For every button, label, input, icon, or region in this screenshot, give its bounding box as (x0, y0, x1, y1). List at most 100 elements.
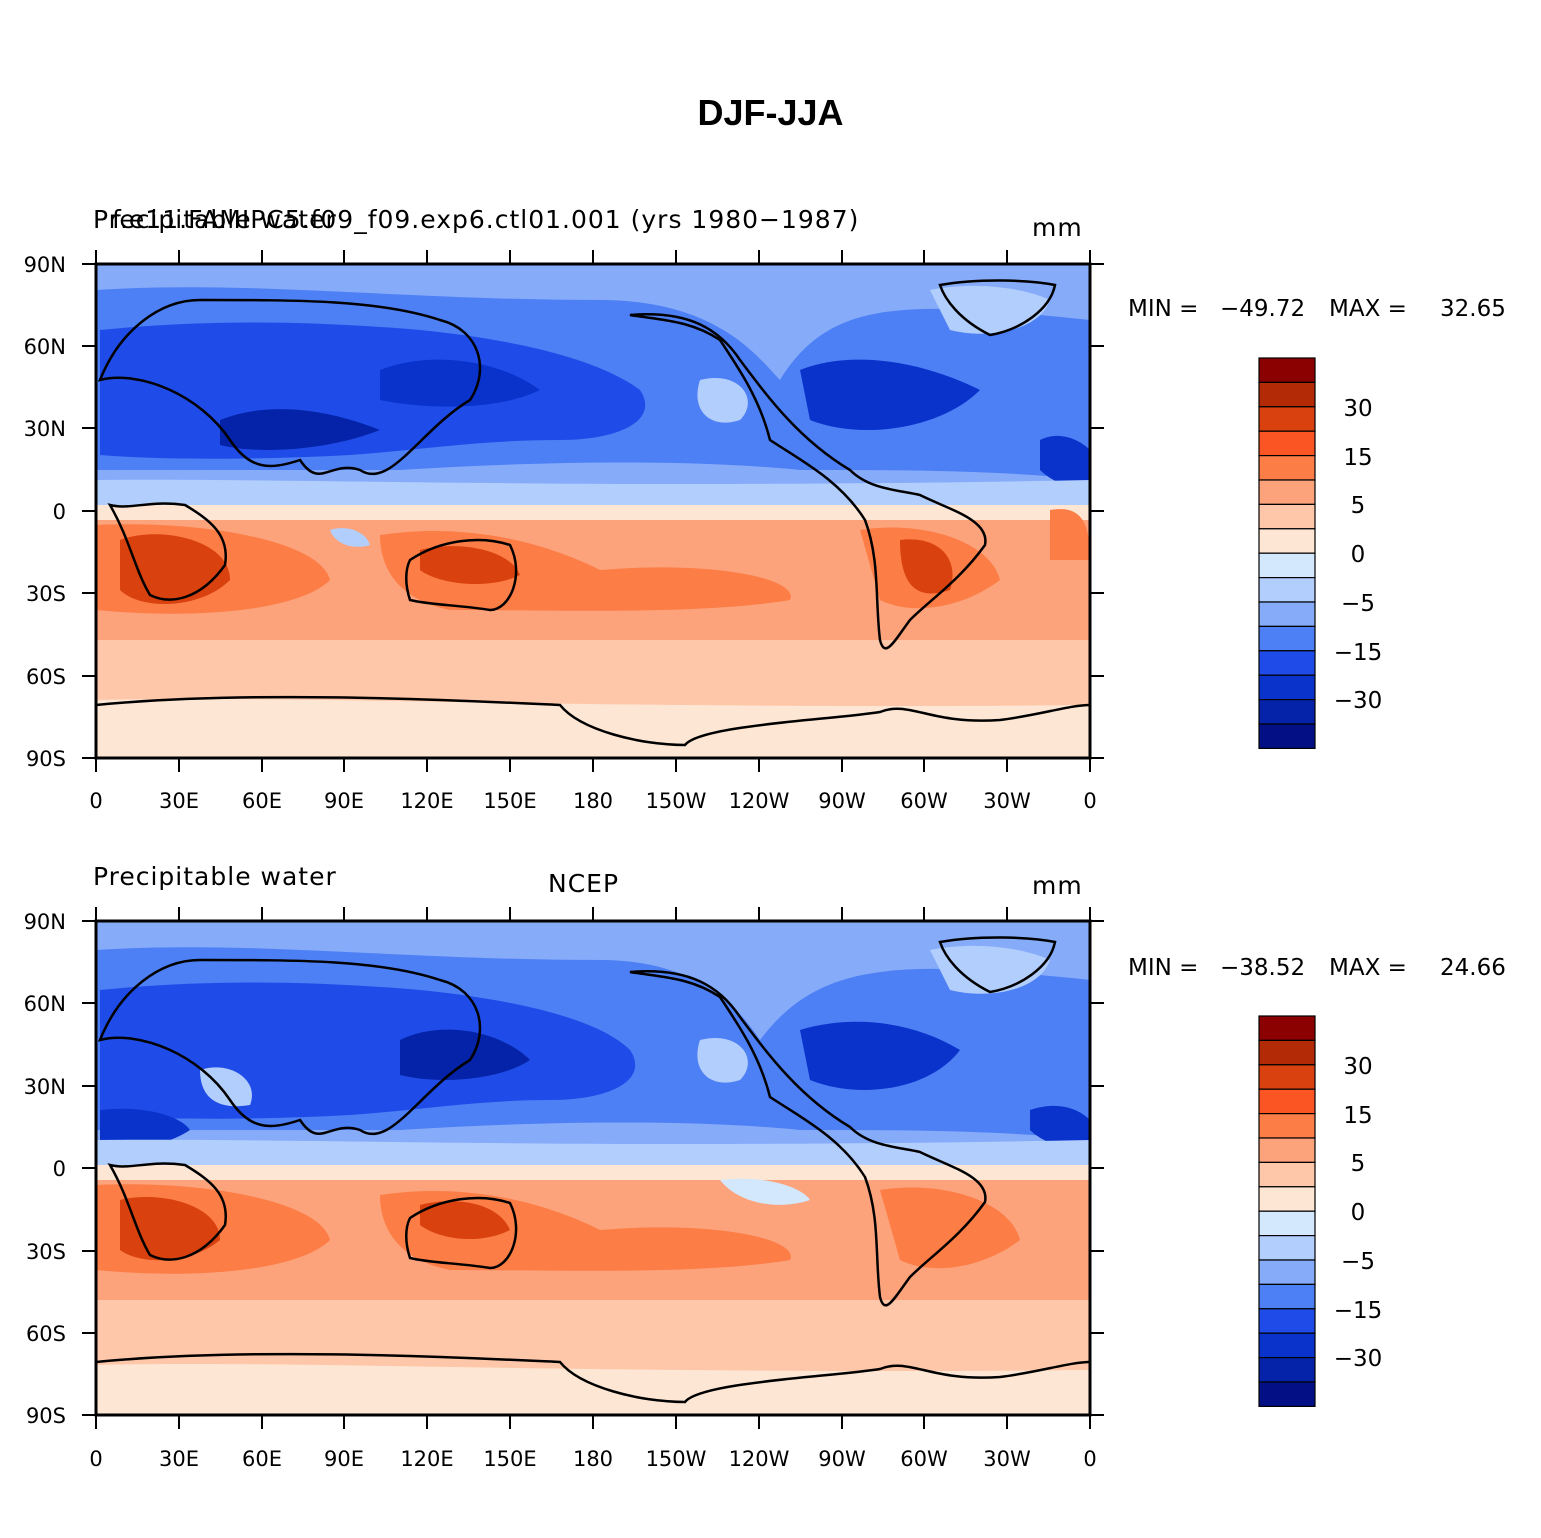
colorbar-box (1258, 1112, 1316, 1139)
colorbar-label: 30 (1343, 396, 1372, 422)
lon-tick-label: 150E (483, 789, 536, 813)
colorbar-box (1258, 1283, 1316, 1310)
lon-tick-label: 90E (324, 1447, 364, 1471)
colorbar-labels: 30 15 5 0 −5 −15 −30 (1334, 1054, 1383, 1372)
colorbar-label: −30 (1334, 688, 1383, 714)
lon-tick-label: 30E (159, 1447, 199, 1471)
lat-tick-label: 90S (26, 747, 66, 771)
colorbar-box (1258, 723, 1316, 749)
max-label: MAX = (1329, 296, 1407, 322)
lon-tick-label: 0 (1083, 1447, 1096, 1471)
filled-contours (96, 921, 1090, 1415)
colorbar-label: 5 (1351, 493, 1366, 519)
map-plot: 90N 60N 30N 0 30S 60S 90S 0 30E 60E 90E … (24, 250, 1104, 813)
colorbar-box (1258, 1186, 1316, 1212)
colorbar-box (1258, 1308, 1316, 1334)
colorbar-box (1258, 650, 1316, 676)
min-value: −38.52 (1220, 955, 1306, 981)
colorbar-label: −5 (1341, 1249, 1375, 1275)
colorbar-box (1258, 1088, 1316, 1115)
lat-tick-labels: 90N 60N 30N 0 30S 60S 90S (24, 253, 66, 771)
colorbar-box (1258, 1381, 1316, 1407)
lat-tick-label: 30N (24, 417, 66, 441)
colorbar-box (1258, 1235, 1316, 1261)
colorbar-box (1258, 674, 1316, 701)
lat-tick-labels: 90N 60N 30N 0 30S 60S 90S (24, 910, 66, 1428)
colorbar-box (1258, 1137, 1316, 1163)
max-value: 24.66 (1440, 955, 1506, 981)
colorbar-label: −15 (1334, 1298, 1383, 1324)
colorbar-box (1258, 1064, 1316, 1090)
colorbar: 30 15 5 0 −5 −15 −30 (1258, 1015, 1383, 1407)
colorbar-box (1258, 1161, 1316, 1188)
filled-contours (96, 264, 1090, 758)
lon-tick-label: 120E (400, 789, 453, 813)
colorbar-label: −5 (1341, 591, 1375, 617)
lon-tick-label: 180 (573, 789, 613, 813)
colorbar-box (1258, 1259, 1316, 1285)
colorbar-box (1258, 577, 1316, 603)
lon-tick-marks (95, 907, 1091, 1429)
panel-center-label: f.e11.FAMIPC5.f09_f09.exp6.ctl01.001 (yr… (112, 205, 860, 234)
lat-tick-label: 60N (24, 992, 66, 1016)
colorbar-label: 30 (1343, 1054, 1372, 1080)
lat-tick-label: 30S (26, 1240, 66, 1264)
colorbar-box (1258, 1015, 1316, 1041)
coastlines (95, 936, 1091, 1404)
lon-tick-label: 30W (983, 1447, 1031, 1471)
colorbar-box (1258, 699, 1316, 725)
colorbar-box (1258, 454, 1316, 481)
lat-tick-label: 0 (53, 500, 66, 524)
lon-tick-label: 120W (729, 1447, 790, 1471)
colorbar-boxes (1258, 1015, 1316, 1407)
colorbar-box (1258, 1357, 1316, 1383)
colorbar-label: −30 (1334, 1346, 1383, 1372)
lat-tick-label: 60S (26, 665, 66, 689)
colorbar-box (1258, 381, 1316, 408)
lon-tick-label: 90W (818, 789, 866, 813)
colorbar-box (1258, 357, 1316, 383)
min-label: MIN = (1128, 296, 1199, 322)
lat-tick-marks (82, 920, 1104, 1416)
lat-tick-label: 90S (26, 1404, 66, 1428)
lon-tick-label: 0 (89, 789, 102, 813)
colorbar-box (1258, 1210, 1316, 1237)
lat-tick-label: 30S (26, 582, 66, 606)
colorbar-label: 0 (1351, 1200, 1366, 1226)
min-label: MIN = (1128, 955, 1199, 981)
max-label: MAX = (1329, 955, 1407, 981)
lon-tick-label: 60W (900, 1447, 948, 1471)
lat-tick-label: 30N (24, 1075, 66, 1099)
colorbar: 30 15 5 0 −5 −15 −30 (1258, 357, 1383, 749)
colorbar-box (1258, 503, 1316, 530)
lat-tick-label: 0 (53, 1157, 66, 1181)
figure-title: DJF-JJA (697, 92, 844, 133)
colorbar-label: 15 (1343, 1103, 1372, 1129)
colorbar-box (1258, 479, 1316, 505)
lon-tick-label: 30E (159, 789, 199, 813)
lat-tick-label: 90N (24, 253, 66, 277)
panel-units-label: mm (1032, 871, 1083, 900)
lon-tick-label: 90W (818, 1447, 866, 1471)
colorbar-box (1258, 1332, 1316, 1359)
panel-left-label: Precipitable water (93, 862, 337, 891)
colorbar-box (1258, 552, 1316, 579)
lon-tick-label: 150W (646, 789, 707, 813)
colorbar-box (1258, 1039, 1316, 1066)
lon-tick-label: 30W (983, 789, 1031, 813)
lon-tick-label: 150W (646, 1447, 707, 1471)
map-panel-model: Precipitable water f.e11.FAMIPC5.f09_f09… (24, 205, 1506, 813)
min-value: −49.72 (1220, 296, 1306, 322)
colorbar-label: −15 (1334, 640, 1383, 666)
max-value: 32.65 (1440, 296, 1506, 322)
lon-tick-labels: 0 30E 60E 90E 120E 150E 180 150W 120W 90… (89, 1447, 1096, 1471)
lon-tick-labels: 0 30E 60E 90E 120E 150E 180 150W 120W 90… (89, 789, 1096, 813)
colorbar-label: 15 (1343, 445, 1372, 471)
colorbar-box (1258, 625, 1316, 652)
panel-center-label: NCEP (548, 869, 620, 898)
lat-tick-marks (82, 263, 1104, 759)
lat-tick-label: 60S (26, 1322, 66, 1346)
lon-tick-label: 60E (242, 789, 282, 813)
colorbar-box (1258, 528, 1316, 554)
